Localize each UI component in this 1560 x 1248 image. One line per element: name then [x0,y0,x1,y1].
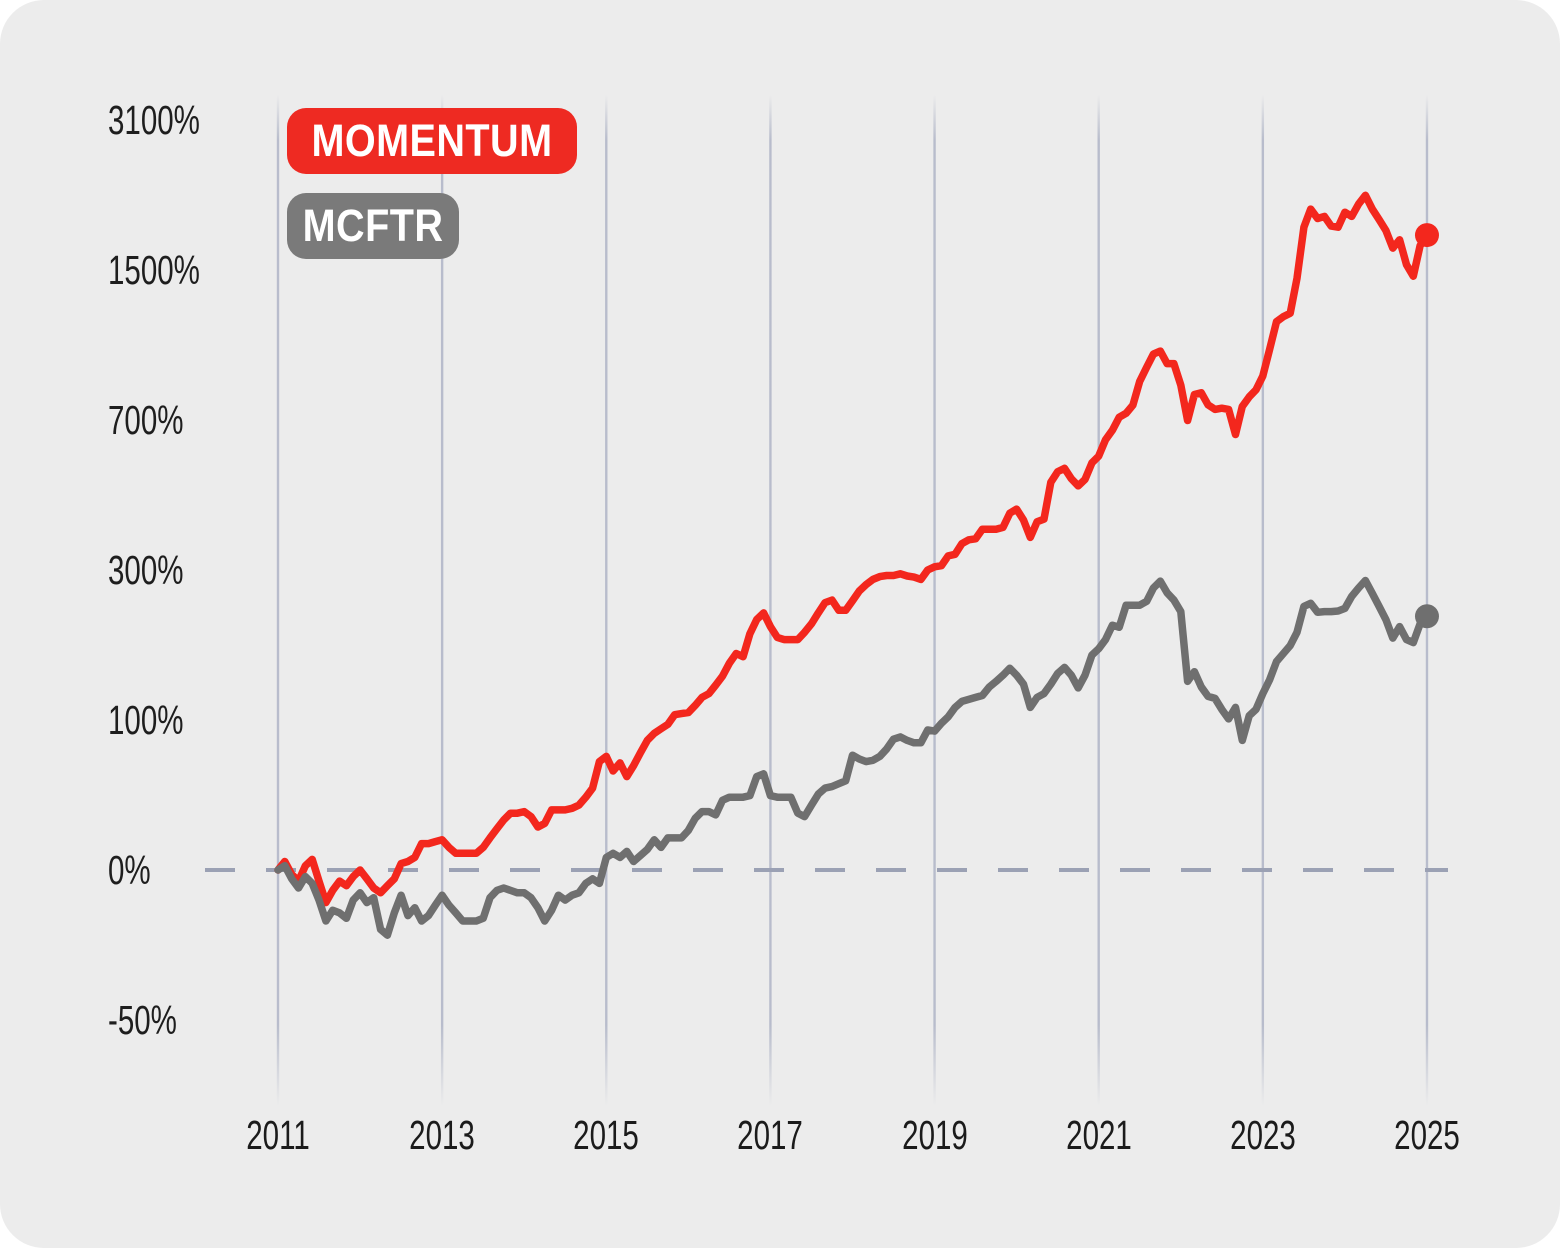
y-tick-label: 0% [108,846,151,893]
x-tick-label: 2021 [1065,1112,1132,1158]
mcftr-line [274,576,1431,939]
y-tick-label: 300% [108,546,184,593]
x-tick-label: 2011 [246,1112,310,1158]
momentum-line [274,191,1431,907]
legend-mcftr-label: MCFTR [302,200,444,251]
x-tick-label: 2023 [1229,1112,1296,1158]
legend-momentum-badge: MOMENTUM [287,108,577,174]
mcftr-end-dot [1414,604,1439,629]
x-tick-label: 2019 [901,1112,968,1158]
momentum-end-dot [1414,223,1439,248]
x-tick-label: 2013 [409,1112,475,1158]
y-tick-label: 3100% [108,96,200,143]
legend-mcftr-badge: MCFTR [287,193,459,259]
legend: MOMENTUM MCFTR [287,108,577,278]
x-tick-label: 2025 [1394,1112,1460,1158]
y-tick-label: 700% [108,396,184,443]
y-tick-label: 100% [108,696,184,743]
x-tick-label: 2015 [573,1112,640,1158]
x-tick-label: 2017 [737,1112,804,1158]
y-tick-label: -50% [108,996,177,1043]
legend-momentum-label: MOMENTUM [311,115,553,166]
y-tick-label: 1500% [108,246,200,293]
